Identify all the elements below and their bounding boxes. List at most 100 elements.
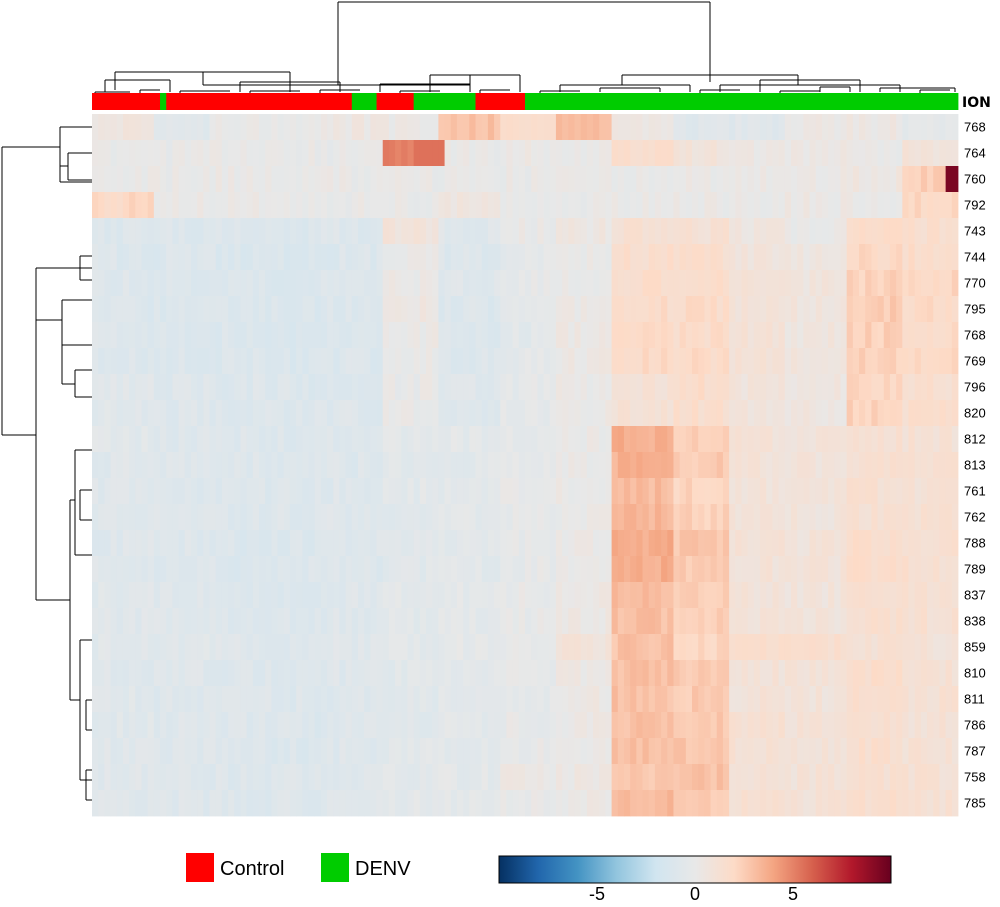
heatmap-cell	[933, 686, 940, 713]
heatmap-cell	[809, 218, 817, 245]
heatmap-cell	[129, 348, 136, 375]
heatmap-cell	[840, 660, 848, 687]
heatmap-cell	[494, 634, 501, 661]
heatmap-cell	[407, 400, 415, 427]
heatmap-cell	[673, 738, 681, 765]
heatmap-cell	[679, 348, 687, 375]
heatmap-cell	[104, 686, 111, 713]
heatmap-cell	[339, 608, 347, 635]
heatmap-cell	[617, 348, 625, 375]
heatmap-cell	[611, 400, 619, 427]
heatmap-cell	[172, 400, 179, 427]
heatmap-cell	[642, 556, 650, 583]
heatmap-cell	[797, 166, 804, 193]
heatmap-cell	[271, 192, 278, 219]
heatmap-cell	[667, 140, 674, 167]
heatmap-cell	[772, 400, 780, 427]
heatmap-cell	[673, 452, 681, 479]
heatmap-cell	[920, 738, 928, 765]
heatmap-cell	[617, 790, 625, 817]
heatmap-cell	[753, 686, 761, 713]
heatmap-cell	[778, 114, 786, 141]
heatmap-cell	[605, 790, 612, 817]
heatmap-cell	[772, 634, 780, 661]
heatmap-cell	[104, 244, 111, 271]
heatmap-cell	[593, 738, 600, 765]
heatmap-cell	[531, 244, 538, 271]
heatmap-cell	[617, 296, 625, 323]
heatmap-cell	[797, 738, 804, 765]
row-label: 743	[964, 224, 986, 239]
heatmap-cell	[933, 348, 940, 375]
heatmap-cell	[203, 478, 210, 505]
heatmap-cell	[221, 790, 229, 817]
heatmap-cell	[376, 712, 384, 739]
heatmap-cell	[543, 400, 551, 427]
heatmap-cell	[537, 426, 544, 453]
heatmap-cell	[153, 530, 161, 557]
heatmap-cell	[456, 140, 464, 167]
heatmap-cell	[927, 166, 934, 193]
heatmap-cell	[345, 634, 353, 661]
heatmap-cell	[246, 322, 254, 349]
heatmap-cell	[234, 634, 241, 661]
heatmap-cell	[271, 114, 278, 141]
heatmap-cell	[617, 764, 625, 791]
heatmap-cell	[716, 790, 724, 817]
heatmap-cell	[388, 166, 396, 193]
heatmap-cell	[259, 296, 266, 323]
heatmap-cell	[840, 634, 848, 661]
heatmap-cell	[865, 764, 872, 791]
heatmap-cell	[889, 114, 897, 141]
heatmap-cell	[450, 556, 458, 583]
heatmap-cell	[110, 738, 118, 765]
heatmap-cell	[333, 738, 340, 765]
heatmap-cell	[821, 686, 829, 713]
heatmap-cell	[877, 218, 885, 245]
heatmap-cell	[642, 322, 650, 349]
heatmap-cell	[537, 166, 544, 193]
heatmap-cell	[190, 686, 198, 713]
heatmap-cell	[883, 764, 891, 791]
heatmap-cell	[593, 452, 600, 479]
heatmap-cell	[828, 608, 835, 635]
heatmap-cell	[784, 114, 792, 141]
heatmap-cell	[667, 192, 674, 219]
heatmap-cell	[834, 712, 841, 739]
heatmap-cell	[129, 790, 136, 817]
heatmap-cell	[753, 374, 761, 401]
heatmap-cell	[172, 686, 179, 713]
heatmap-cell	[302, 166, 309, 193]
heatmap-cell	[586, 712, 594, 739]
heatmap-cell	[401, 322, 408, 349]
heatmap-cell	[302, 426, 309, 453]
heatmap-cell	[760, 400, 767, 427]
heatmap-cell	[203, 686, 210, 713]
heatmap-cell	[908, 452, 916, 479]
heatmap-cell	[549, 374, 557, 401]
heatmap-cell	[673, 686, 681, 713]
heatmap-cell	[562, 322, 569, 349]
heatmap-cell	[543, 140, 551, 167]
heatmap-cell	[271, 556, 278, 583]
heatmap-cell	[605, 192, 612, 219]
heatmap-cell	[333, 530, 340, 557]
heatmap-cell	[98, 660, 105, 687]
heatmap-cell	[920, 192, 928, 219]
heatmap-cell	[450, 114, 458, 141]
heatmap-cell	[426, 218, 433, 245]
heatmap-cell	[846, 452, 854, 479]
heatmap-cell	[920, 712, 928, 739]
heatmap-cell	[562, 686, 569, 713]
heatmap-cell	[122, 530, 130, 557]
heatmap-cell	[722, 400, 730, 427]
heatmap-cell	[914, 712, 922, 739]
heatmap-cell	[500, 140, 507, 167]
heatmap-cell	[784, 244, 792, 271]
heatmap-cell	[388, 634, 396, 661]
heatmap-cell	[265, 712, 272, 739]
heatmap-cell	[116, 738, 124, 765]
heatmap-cell	[438, 374, 445, 401]
heatmap-cell	[296, 374, 303, 401]
heatmap-cell	[153, 738, 161, 765]
